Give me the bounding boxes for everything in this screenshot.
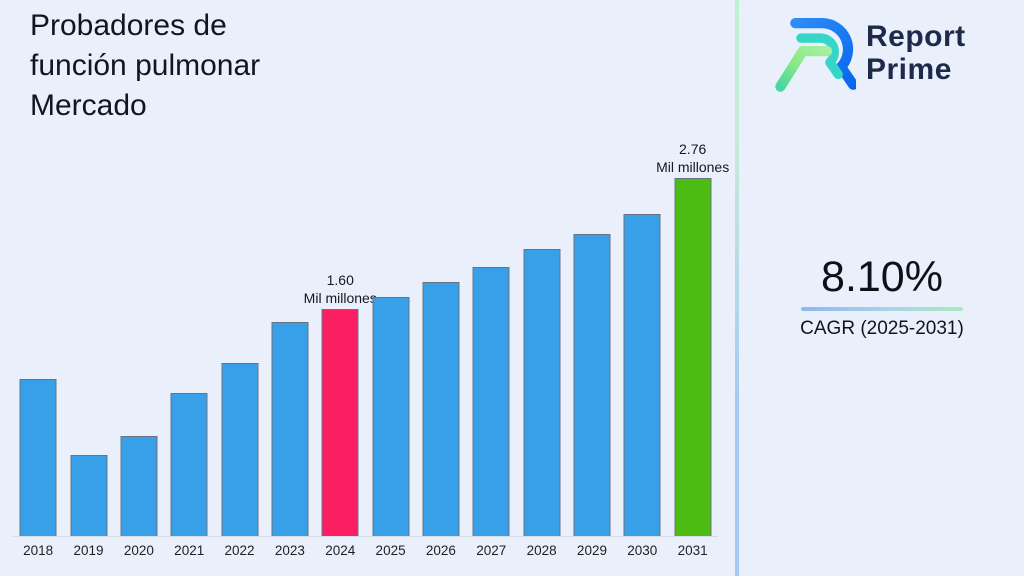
page-title: Probadores de función pulmonar Mercado (30, 9, 261, 122)
x-axis-label-2023: 2023 (274, 543, 305, 558)
bar-value-unit-2031: Mil millones (656, 159, 730, 175)
x-axis-label-2020: 2020 (123, 543, 154, 558)
x-axis-label-2027: 2027 (476, 543, 507, 558)
bar-column-2026: 2026 (416, 140, 466, 558)
bar-value-2031: 2.76 (679, 141, 707, 157)
cagr-value: 8.10% (821, 253, 943, 301)
cagr-underline (801, 307, 963, 311)
brand-name-line1: Report (866, 20, 966, 53)
x-axis-label-2024: 2024 (325, 543, 356, 558)
x-axis-label-2026: 2026 (425, 543, 456, 558)
bar-column-2030: 2030 (617, 140, 667, 558)
bar-2022 (221, 363, 259, 536)
bar-2029 (573, 234, 611, 536)
vertical-divider (735, 0, 739, 576)
cagr-label: CAGR (2025-2031) (800, 318, 964, 339)
bar-2024 (321, 309, 359, 536)
bar-column-2025: 2025 (365, 140, 415, 558)
bar-2030 (623, 214, 661, 536)
bar-2019 (70, 455, 108, 536)
bar-column-2020: 2020 (114, 140, 164, 558)
bar-2021 (170, 393, 208, 536)
bar-value-unit-2024: Mil millones (303, 290, 377, 306)
bar-2018 (19, 379, 57, 536)
bar-column-2028: 2028 (516, 140, 566, 558)
x-axis-label-2028: 2028 (526, 543, 557, 558)
bar-value-label-2024: 1.60 Mil millones (304, 271, 377, 307)
bar-value-2024: 1.60 (326, 272, 354, 288)
x-axis-label-2030: 2030 (627, 543, 658, 558)
bar-column-2024: 2024 1.60 Mil millones (304, 140, 377, 558)
bar-column-2019: 2019 (63, 140, 113, 558)
bar-column-2021: 2021 (164, 140, 214, 558)
bar-column-2023: 2023 (265, 140, 315, 558)
cagr-panel: 8.10% CAGR (2025-2031) (740, 252, 1024, 340)
x-axis-label-2025: 2025 (375, 543, 406, 558)
bar-column-2029: 2029 (567, 140, 617, 558)
x-axis-label-2029: 2029 (576, 543, 607, 558)
bar-2028 (523, 249, 561, 536)
bar-2026 (422, 282, 460, 536)
brand-logo: Report Prime (772, 10, 966, 96)
bar-chart: 2018 2019 2020 2021 2022 2023 2024 1.60 Mil mill… (13, 140, 729, 558)
x-axis-label-2022: 2022 (224, 543, 255, 558)
bar-2027 (472, 267, 510, 536)
bar-column-2031: 2031 2.76 Mil millones (656, 140, 729, 558)
x-axis-label-2018: 2018 (23, 543, 54, 558)
x-axis-label-2021: 2021 (174, 543, 205, 558)
brand-name: Report Prime (866, 20, 966, 86)
bar-column-2018: 2018 (13, 140, 63, 558)
bar-column-2022: 2022 (214, 140, 264, 558)
x-axis-label-2019: 2019 (73, 543, 104, 558)
bar-2031 (674, 178, 712, 536)
bar-2020 (120, 436, 158, 536)
bar-value-label-2031: 2.76 Mil millones (656, 140, 729, 176)
bar-2025 (372, 297, 410, 536)
x-axis-label-2031: 2031 (677, 543, 708, 558)
bar-column-2027: 2027 (466, 140, 516, 558)
report-prime-logo-icon (775, 18, 856, 92)
brand-name-line2: Prime (866, 53, 952, 86)
bar-2023 (271, 322, 309, 536)
